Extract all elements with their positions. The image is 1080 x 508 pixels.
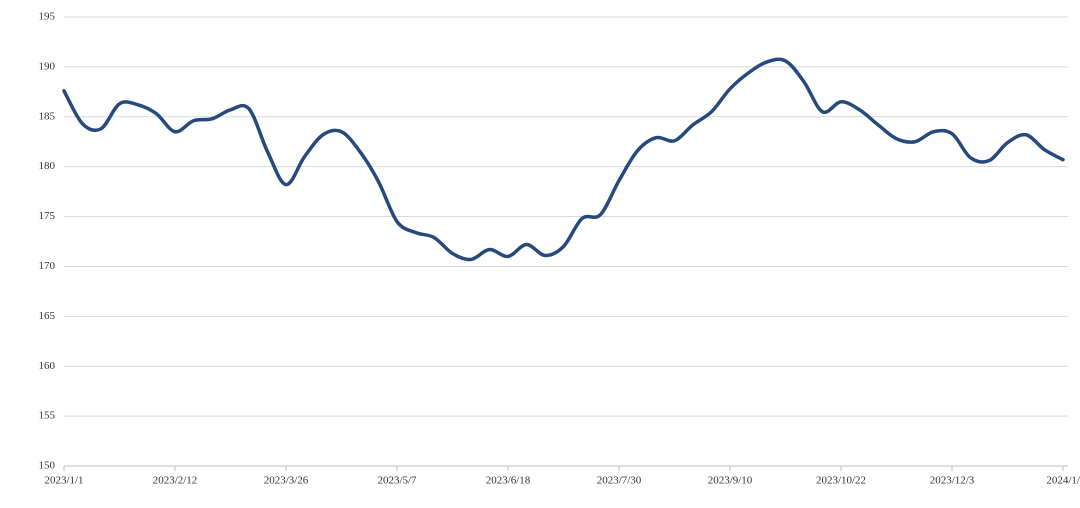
y-tick-label: 175 (39, 210, 56, 222)
y-tick-label: 150 (39, 460, 56, 472)
y-tick-label: 165 (39, 310, 56, 322)
y-tick-label: 185 (39, 110, 56, 122)
x-tick-label: 2023/3/26 (264, 475, 309, 487)
x-tick-label: 2024/1/ (1046, 475, 1080, 487)
x-tick-label: 2023/6/18 (486, 475, 531, 487)
y-tick-label: 180 (39, 160, 56, 172)
x-tick-label: 2023/2/12 (153, 475, 198, 487)
line-series (62, 57, 1065, 262)
y-tick-label: 155 (39, 410, 56, 422)
x-tick-label: 2023/5/7 (377, 475, 417, 487)
y-tick-label: 195 (39, 11, 56, 23)
y-tick-label: 170 (39, 260, 56, 272)
y-tick-label: 160 (39, 360, 56, 372)
x-tick-label: 2023/7/30 (597, 475, 642, 487)
y-tick-label: 190 (39, 60, 56, 72)
x-tick-label: 2023/10/22 (816, 475, 866, 487)
x-tick-label: 2023/1/1 (44, 475, 83, 487)
x-tick-label: 2023/9/10 (708, 475, 753, 487)
x-tick-label: 2023/12/3 (930, 475, 975, 487)
